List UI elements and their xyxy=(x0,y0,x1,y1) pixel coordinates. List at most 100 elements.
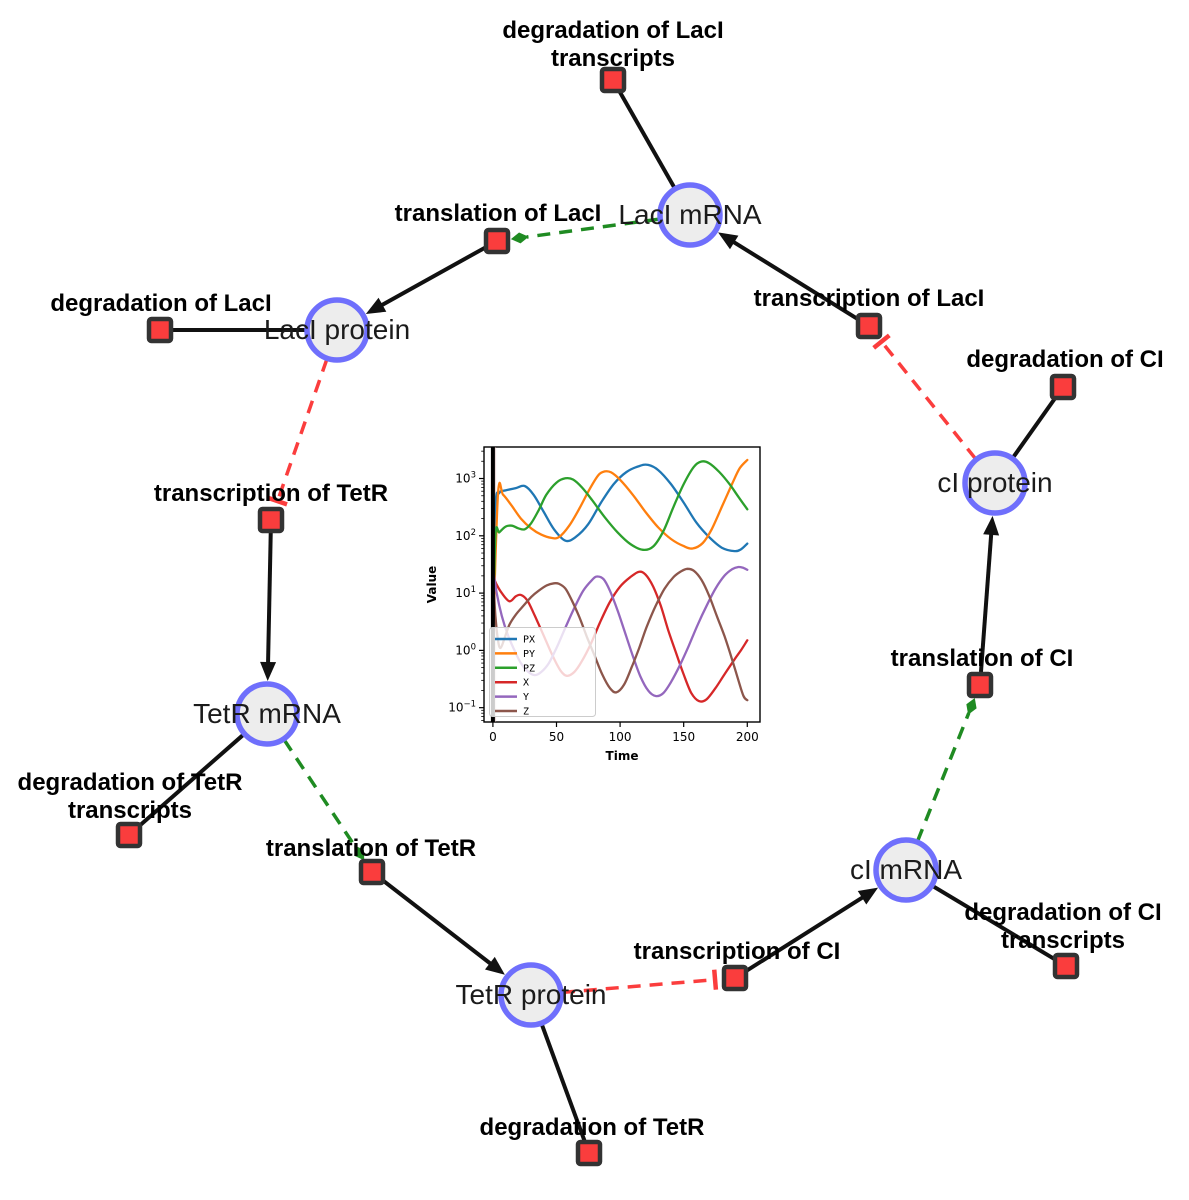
labels-layer: LacI mRNA LacI protein TetR mRNA TetR prote… xyxy=(18,17,1164,1141)
edge-transcription-of-laci-to-laci-mrna-arrowhead xyxy=(718,232,739,250)
reaction-node-degradation-of-tetr[interactable] xyxy=(575,1139,603,1167)
edge-translation-of-tetr-to-tetr-protein-arrowhead xyxy=(484,956,505,975)
reaction-label-transcription-of-laci-line-0: transcription of LacI xyxy=(754,285,985,312)
y-tick-label: 101 xyxy=(455,585,476,600)
edge-translation-of-ci-to-ci-protein-arrowhead xyxy=(983,515,1000,536)
reaction-label-degradation-of-laci-transcripts-line-0: degradation of LacI xyxy=(502,17,723,44)
reaction-label-degradation-of-laci-transcripts-line-1: transcripts xyxy=(551,45,675,72)
y-tick-label: 102 xyxy=(455,528,476,543)
reaction-label-degradation-of-tetr-line-0: degradation of TetR xyxy=(480,1114,705,1141)
species-node-tetr-protein[interactable] xyxy=(498,962,564,1028)
reaction-label-degradation-of-tetr-transcripts-line-0: degradation of TetR xyxy=(18,769,243,796)
species-node-ci-mrna[interactable] xyxy=(873,837,939,903)
edge-tetr-mrna-to-degradation-of-tetr-transcripts xyxy=(137,732,246,828)
species-node-ci-protein[interactable] xyxy=(962,450,1028,516)
time-series-inset-chart: 0 50 100 150 20010−1100101102103TimeValuePXP… xyxy=(425,435,780,778)
edge-tetr-protein-to-transcription-of-ci-tee-head xyxy=(711,969,719,990)
reaction-node-degradation-of-tetr-transcripts[interactable] xyxy=(115,821,143,849)
edge-ci-mrna-to-degradation-of-ci-transcripts xyxy=(931,884,1056,962)
y-tick-label: 103 xyxy=(455,471,476,486)
legend: PX PY PZ XYZ xyxy=(489,627,596,718)
edge-transcription-of-ci-to-ci-mrna xyxy=(744,894,866,973)
edge-ci-protein-to-transcription-of-laci xyxy=(882,342,977,460)
reaction-node-transcription-of-ci[interactable] xyxy=(721,964,749,992)
edge-transcription-of-ci-to-ci-mrna-arrowhead xyxy=(857,887,879,905)
edge-translation-of-ci-to-ci-protein xyxy=(978,531,994,673)
x-tick-label: 50 xyxy=(549,730,564,744)
species-node-tetr-mrna[interactable] xyxy=(234,681,300,747)
reaction-label-degradation-of-laci-line-0: degradation of LacI xyxy=(50,290,271,317)
nodes-layer xyxy=(115,66,1080,1167)
x-tick-label: 0 xyxy=(489,730,497,744)
edges-layer xyxy=(137,90,1058,1142)
species-label-laci-protein: LacI protein xyxy=(264,314,410,345)
reaction-node-degradation-of-laci[interactable] xyxy=(146,316,174,344)
reaction-node-degradation-of-ci-transcripts[interactable] xyxy=(1052,952,1080,980)
edge-tetr-mrna-to-translation-of-tetr xyxy=(282,738,357,848)
edge-transcription-of-laci-to-laci-mrna xyxy=(730,239,860,321)
species-label-tetr-protein: TetR protein xyxy=(456,979,607,1010)
reaction-label-transcription-of-ci-line-0: transcription of CI xyxy=(634,938,841,965)
species-label-ci-protein: cI protein xyxy=(937,467,1052,498)
legend-entry-PX: PX xyxy=(523,635,535,646)
reaction-label-transcription-of-tetr-line-0: transcription of TetR xyxy=(154,480,388,507)
series-curve-PZ xyxy=(491,460,749,642)
reaction-label-degradation-of-tetr-transcripts-line-1: transcripts xyxy=(68,797,192,824)
series-curve-X xyxy=(491,570,749,703)
x-tick-label: 150 xyxy=(672,730,695,744)
species-node-laci-mrna[interactable] xyxy=(657,182,723,248)
edge-transcription-of-tetr-to-tetr-mrna-arrowhead xyxy=(260,661,277,682)
edge-ci-mrna-to-translation-of-ci-diamond-head xyxy=(966,697,977,715)
species-node-laci-protein[interactable] xyxy=(304,297,370,363)
species-label-laci-mrna: LacI mRNA xyxy=(618,199,761,230)
x-tick-label: 200 xyxy=(736,730,759,744)
edge-tetr-protein-to-degradation-of-tetr xyxy=(539,1023,587,1142)
edge-translation-of-laci-to-laci-protein xyxy=(378,245,487,308)
reaction-label-translation-of-tetr-line-0: translation of TetR xyxy=(266,835,476,862)
reaction-label-degradation-of-ci-line-0: degradation of CI xyxy=(966,346,1163,373)
reaction-node-degradation-of-laci-transcripts[interactable] xyxy=(599,66,627,94)
edge-tetr-protein-to-transcription-of-ci xyxy=(561,978,713,995)
series-curve-Z xyxy=(491,567,749,702)
reaction-node-translation-of-laci[interactable] xyxy=(483,227,511,255)
edge-laci-mrna-to-degradation-of-laci-transcripts xyxy=(617,90,677,190)
reaction-node-transcription-of-tetr[interactable] xyxy=(257,506,285,534)
legend-entry-Y: Y xyxy=(523,692,529,703)
legend-entry-PZ: PZ xyxy=(523,663,535,674)
edge-tetr-mrna-to-translation-of-tetr-diamond-head xyxy=(354,845,365,861)
edge-laci-protein-to-transcription-of-tetr xyxy=(276,358,329,499)
edge-laci-mrna-to-translation-of-laci-diamond-head xyxy=(510,232,529,244)
legend-entry-X: X xyxy=(523,678,529,689)
edge-laci-mrna-to-translation-of-laci xyxy=(526,217,660,239)
x-axis-label: Time xyxy=(606,749,639,763)
curves-group xyxy=(491,458,749,703)
edge-transcription-of-tetr-to-tetr-mrna xyxy=(266,532,273,666)
reaction-label-degradation-of-ci-transcripts-line-1: transcripts xyxy=(1001,927,1125,954)
species-label-tetr-mrna: TetR mRNA xyxy=(193,698,341,729)
reaction-node-degradation-of-ci[interactable] xyxy=(1049,373,1077,401)
reaction-label-translation-of-ci-line-0: translation of CI xyxy=(891,645,1074,672)
reaction-node-translation-of-ci[interactable] xyxy=(966,671,994,699)
y-axis-label: Value xyxy=(425,566,439,604)
species-label-ci-mrna: cI mRNA xyxy=(850,854,962,885)
legend-entry-Z: Z xyxy=(523,707,529,718)
series-curve-PY xyxy=(491,458,749,642)
legend-entry-PY: PY xyxy=(523,649,535,660)
edge-laci-protein-to-transcription-of-tetr-tee-head xyxy=(267,495,288,507)
edge-ci-mrna-to-translation-of-ci xyxy=(915,712,971,842)
edge-translation-of-tetr-to-tetr-protein xyxy=(381,878,494,967)
y-tick-label: 10−1 xyxy=(448,700,476,715)
edge-translation-of-laci-to-laci-protein-arrowhead xyxy=(365,297,387,314)
edge-ci-protein-to-transcription-of-laci-tee-head xyxy=(872,333,891,350)
reaction-node-translation-of-tetr[interactable] xyxy=(358,858,386,886)
reaction-label-translation-of-laci-line-0: translation of LacI xyxy=(395,200,602,227)
edge-ci-protein-to-degradation-of-ci xyxy=(1011,396,1058,459)
legend-box xyxy=(489,627,596,717)
reaction-label-degradation-of-ci-transcripts-line-0: degradation of CI xyxy=(964,899,1161,926)
x-tick-label: 100 xyxy=(609,730,632,744)
reaction-node-transcription-of-laci[interactable] xyxy=(855,312,883,340)
series-curve-PX xyxy=(491,463,749,642)
y-tick-label: 100 xyxy=(455,642,476,657)
